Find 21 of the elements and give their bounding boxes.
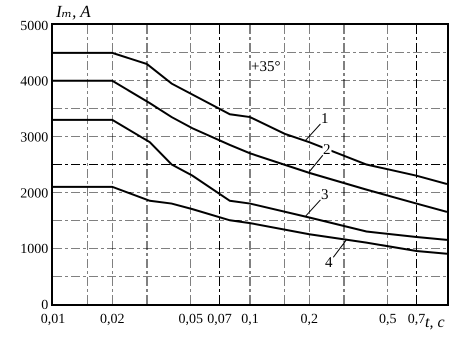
annotation: 2 [323, 142, 330, 158]
y-tick-label: 3000 [20, 130, 48, 146]
annotation: +35° [251, 59, 280, 75]
x-tick-label: 0,5 [378, 312, 396, 327]
x-tick-label: 0,02 [100, 312, 125, 327]
y-tick-label: 2000 [20, 186, 48, 202]
x-tick-label: 0,07 [207, 312, 232, 327]
x-tick-label: 0,01 [40, 312, 66, 327]
y-tick-label: 5000 [20, 18, 48, 34]
x-tick-label: 0,1 [241, 312, 259, 327]
y-tick-label: 1000 [20, 242, 48, 258]
x-tick-label: 0,05 [178, 312, 203, 327]
annotation: 4 [325, 255, 333, 271]
y-tick-label: 4000 [20, 74, 48, 90]
y-axis-title: Iₘ, A [55, 2, 92, 21]
x-axis-title: t, c [425, 314, 445, 331]
x-tick-label: 0,2 [300, 312, 318, 327]
annotation: 1 [321, 111, 328, 127]
y-tick-label: 0 [41, 298, 48, 313]
annotation: 3 [321, 187, 328, 203]
x-tick-label: 0,7 [408, 312, 426, 327]
